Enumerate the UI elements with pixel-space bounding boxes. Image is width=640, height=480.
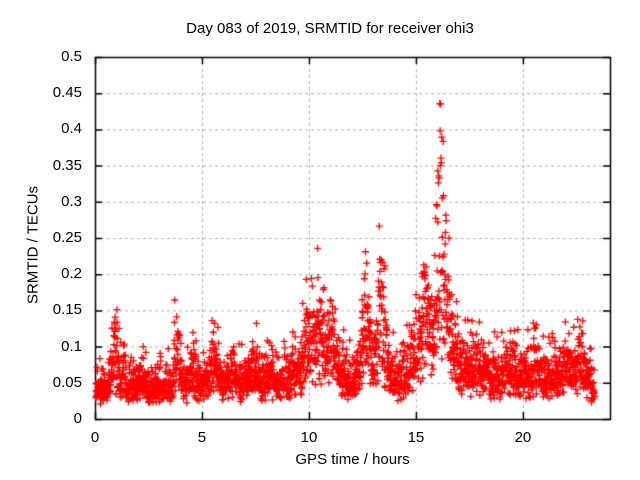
y-tick-label: 0.25	[52, 229, 82, 246]
y-tick-label: 0	[73, 410, 82, 427]
y-tick-label: 0.1	[61, 337, 82, 355]
y-tick-label: 0.5	[61, 48, 82, 65]
x-tick-label: 0	[90, 429, 100, 446]
x-tick-label: 5	[197, 429, 207, 446]
y-tick-label: 0.45	[52, 84, 82, 102]
y-tick-label: 0.4	[61, 120, 82, 138]
y-tick-label: 0.2	[61, 265, 82, 283]
x-tick-label: 10	[300, 429, 318, 446]
y-tick-label: 0.3	[61, 192, 82, 210]
x-axis-title: GPS time / hours	[295, 451, 410, 468]
y-tick-label: 0.15	[52, 301, 82, 319]
y-tick-label: 0.35	[52, 156, 82, 174]
x-tick-label: 15	[407, 429, 425, 446]
y-tick-label: 0.05	[52, 373, 82, 391]
chart-title: Day 083 of 2019, SRMTID for receiver ohi…	[186, 20, 474, 37]
x-tick-label: 20	[514, 429, 532, 446]
